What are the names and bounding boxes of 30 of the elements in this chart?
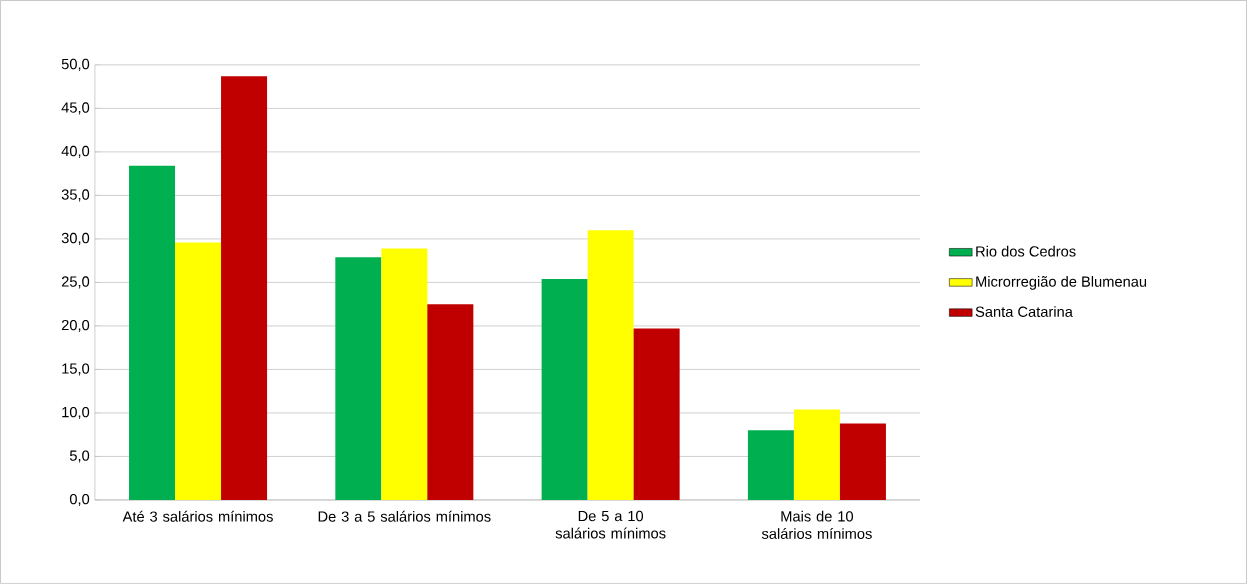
bar — [793, 409, 840, 501]
y-tick-label: 50,0 — [61, 58, 90, 72]
bar — [427, 304, 474, 501]
y-tick-label: 15,0 — [62, 363, 90, 376]
bar — [633, 328, 680, 501]
bar — [221, 76, 268, 501]
bar — [541, 279, 588, 501]
y-tick-label: 25,0 — [61, 276, 90, 289]
y-tick-label: 10,0 — [62, 406, 90, 420]
x-tick-label: De 5 a 10 salários mínimos — [555, 510, 666, 539]
bar — [839, 423, 886, 501]
legend-label: Rio dos Cedros — [976, 245, 1076, 257]
x-tick-label: De 3 a 5 salários mínimos — [318, 510, 491, 522]
y-tick-label: 45,0 — [61, 102, 90, 115]
bar — [335, 257, 382, 501]
legend-label: Santa Catarina — [975, 306, 1073, 318]
y-tick-label: 0,0 — [69, 493, 90, 507]
y-tick-label: 30,0 — [61, 232, 90, 246]
bar — [129, 165, 176, 501]
y-tick-label: 40,0 — [61, 145, 90, 159]
y-tick-label: 35,0 — [61, 189, 90, 202]
y-tick-label: 5,0 — [69, 450, 90, 463]
bar — [381, 248, 428, 501]
bar — [175, 242, 222, 501]
x-tick-label: Até 3 salários mínimos — [122, 510, 273, 522]
legend-label: Microrregião de Blumenau — [976, 276, 1147, 290]
bar — [587, 230, 634, 501]
y-tick-label: 20,0 — [61, 319, 90, 333]
bar — [747, 430, 794, 501]
x-tick-label: Mais de 10 salários mínimos — [761, 510, 872, 539]
